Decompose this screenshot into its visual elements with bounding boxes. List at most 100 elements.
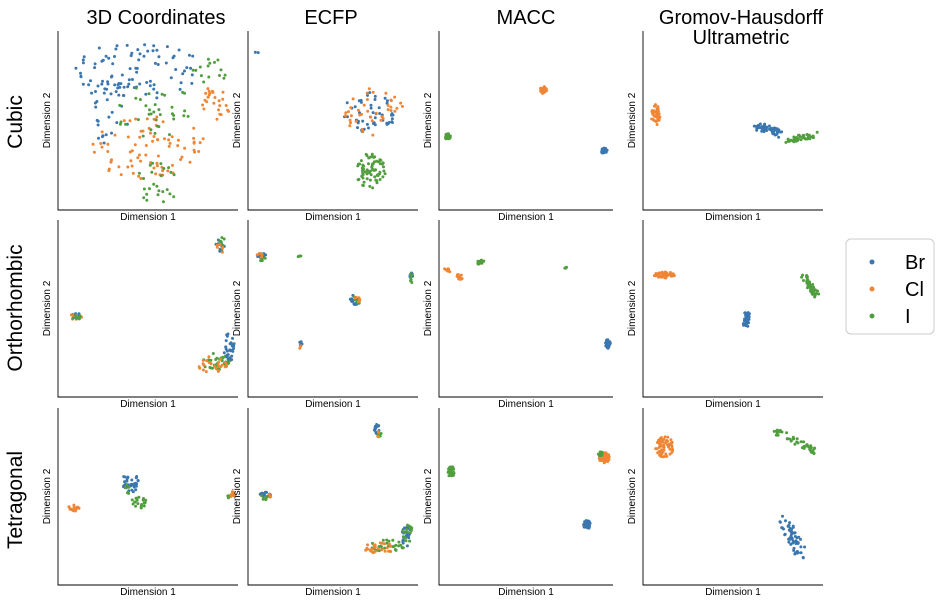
point-i bbox=[385, 538, 389, 542]
point-i bbox=[151, 161, 155, 165]
point-i bbox=[216, 58, 220, 62]
point-br bbox=[741, 322, 745, 326]
point-br bbox=[122, 94, 126, 97]
point-br bbox=[101, 79, 104, 83]
point-cl bbox=[366, 547, 370, 551]
point-br bbox=[177, 48, 181, 52]
point-i bbox=[358, 162, 362, 166]
point-cl bbox=[360, 112, 363, 116]
x-axis-label: Dimension 1 bbox=[498, 212, 554, 223]
point-cl bbox=[139, 177, 143, 180]
point-i bbox=[817, 292, 821, 296]
point-cl bbox=[218, 242, 222, 246]
point-i bbox=[161, 190, 165, 194]
panel-2-2: Dimension 1 Dimension 2 bbox=[423, 408, 613, 598]
point-br bbox=[367, 126, 370, 130]
point-cl bbox=[299, 344, 302, 348]
point-br bbox=[102, 141, 106, 145]
y-axis-label: Dimension 2 bbox=[232, 468, 243, 524]
point-i bbox=[136, 502, 140, 506]
point-br bbox=[191, 54, 195, 58]
y-axis-label: Dimension 2 bbox=[42, 280, 53, 336]
point-cl bbox=[365, 91, 369, 95]
point-br bbox=[97, 46, 101, 50]
point-br bbox=[385, 99, 389, 103]
point-br bbox=[114, 47, 118, 51]
point-i bbox=[157, 108, 161, 112]
point-i bbox=[381, 161, 385, 165]
point-cl bbox=[602, 461, 606, 465]
point-i bbox=[409, 525, 413, 529]
column-title-macc: MACC bbox=[497, 7, 556, 29]
point-i bbox=[362, 164, 366, 168]
point-br bbox=[97, 136, 100, 140]
point-i bbox=[378, 158, 382, 162]
point-i bbox=[124, 122, 128, 126]
point-cl bbox=[662, 437, 666, 441]
point-cl bbox=[152, 135, 156, 138]
point-cl bbox=[659, 454, 663, 458]
point-i bbox=[377, 160, 381, 164]
point-br bbox=[253, 50, 257, 54]
point-i bbox=[371, 186, 375, 190]
point-i bbox=[378, 544, 382, 548]
point-br bbox=[152, 83, 156, 87]
point-cl bbox=[650, 109, 654, 113]
point-i bbox=[449, 465, 453, 469]
point-br bbox=[130, 78, 134, 81]
point-i bbox=[812, 136, 815, 139]
point-i bbox=[134, 86, 138, 90]
point-i bbox=[368, 184, 372, 188]
point-i bbox=[211, 352, 215, 355]
point-br bbox=[123, 480, 126, 484]
point-br bbox=[369, 103, 373, 107]
point-cl bbox=[655, 123, 659, 126]
point-cl bbox=[154, 172, 158, 176]
row-title-orthorhombic: Orthorhombic bbox=[4, 244, 27, 371]
point-i bbox=[809, 135, 813, 139]
point-cl bbox=[197, 365, 201, 369]
point-br bbox=[222, 351, 226, 355]
axis-spines bbox=[247, 220, 418, 398]
point-i bbox=[134, 496, 138, 500]
point-br bbox=[789, 536, 793, 540]
point-i bbox=[394, 548, 398, 552]
point-br bbox=[106, 82, 110, 86]
point-br bbox=[782, 527, 785, 531]
point-i bbox=[367, 156, 371, 160]
point-i bbox=[806, 286, 809, 290]
x-axis-label: Dimension 1 bbox=[305, 212, 361, 223]
panel-0-0: Dimension 1 Dimension 2 bbox=[42, 31, 238, 223]
point-cl bbox=[183, 146, 187, 150]
point-br bbox=[263, 493, 266, 497]
point-i bbox=[159, 174, 163, 178]
point-cl bbox=[107, 169, 111, 173]
point-cl bbox=[457, 277, 461, 281]
point-cl bbox=[221, 90, 225, 94]
point-i bbox=[805, 275, 808, 279]
point-i bbox=[379, 432, 383, 435]
point-br bbox=[230, 344, 234, 348]
column-title-3d-coordinates: 3D Coordinates bbox=[87, 7, 226, 29]
point-cl bbox=[661, 440, 665, 444]
point-br bbox=[189, 66, 193, 70]
point-cl bbox=[602, 458, 606, 462]
panel-1-1: Dimension 1 Dimension 2 bbox=[232, 220, 418, 410]
point-br bbox=[122, 484, 126, 488]
point-cl bbox=[137, 174, 141, 178]
point-i bbox=[154, 118, 158, 122]
point-br bbox=[120, 73, 124, 77]
point-i bbox=[800, 275, 804, 279]
legend-label-i: I bbox=[905, 306, 911, 328]
point-cl bbox=[144, 153, 148, 157]
point-br bbox=[390, 117, 394, 121]
point-br bbox=[81, 61, 85, 65]
point-cl bbox=[671, 447, 674, 451]
x-axis-label: Dimension 1 bbox=[705, 587, 761, 598]
point-br bbox=[190, 81, 194, 85]
point-cl bbox=[74, 507, 78, 511]
point-cl bbox=[654, 447, 658, 451]
point-i bbox=[375, 181, 379, 185]
point-cl bbox=[349, 121, 352, 125]
point-br bbox=[787, 537, 791, 541]
